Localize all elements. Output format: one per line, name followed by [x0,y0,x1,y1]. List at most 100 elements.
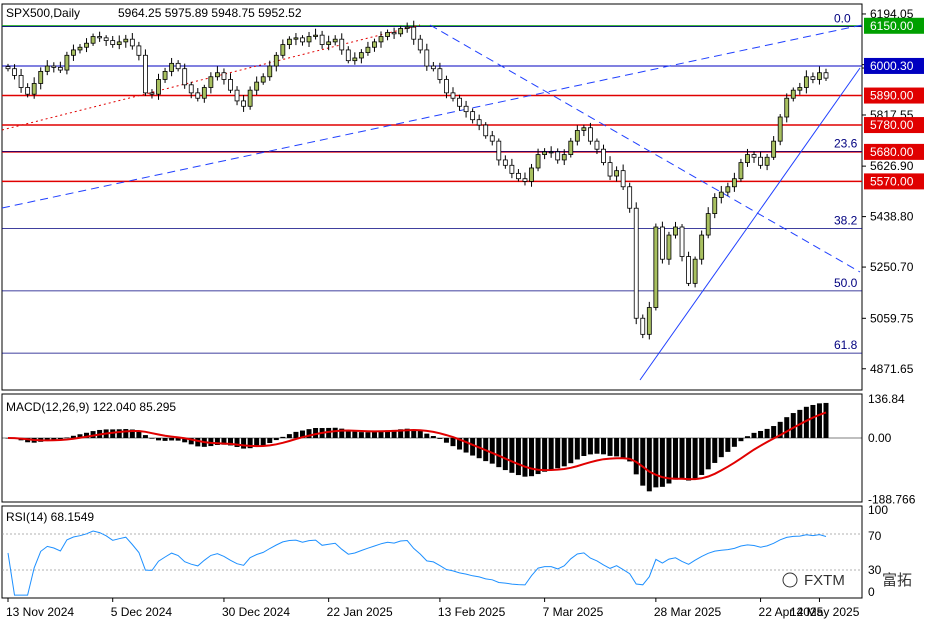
macd-bar [234,438,240,447]
candle-body [542,151,548,155]
macd-bar [404,428,410,438]
macd-bar [594,438,600,454]
macd-bar [385,430,391,438]
macd-label: MACD(12,26,9) 122.040 85.295 [6,400,176,414]
time-tick-label: 5 Dec 2024 [111,605,173,619]
candle-body [555,151,561,161]
descending-trend-line [429,24,861,273]
macd-bar [371,431,377,438]
candle-body [208,76,214,88]
rsi-tick-label: 30 [868,563,882,577]
candle-body [437,68,443,80]
candle-body [640,317,646,335]
macd-bar [430,436,436,438]
macd-bar [293,431,299,438]
macd-bar [273,438,279,441]
price-tick-label: 4871.65 [870,362,914,376]
candle-body [660,226,665,260]
candle-body [182,68,188,86]
candle-body [339,38,345,51]
macd-bar [790,413,796,438]
candle-body [705,213,711,236]
macd-bar [247,438,253,449]
candle-body [221,72,227,80]
macd-bar [221,438,227,445]
time-tick-label: 22 Apr 2025 [759,605,824,619]
candle-body [25,87,31,95]
candle-body [588,127,593,142]
candle-body [5,66,11,70]
ohlc-readout: 5964.25 5975.89 5948.75 5952.52 [118,6,302,20]
candle-body [300,37,305,43]
rsi-tick-label: 70 [868,529,882,543]
candle-body [123,38,129,43]
macd-bar [784,417,790,438]
macd-bar [548,438,554,470]
candle-body [614,170,619,177]
macd-bar [123,429,129,438]
macd-bar [509,438,515,473]
macd-bar [44,438,50,441]
candle-body [326,41,332,45]
candle-body [823,72,829,79]
candle-body [810,76,816,80]
candle-body [372,41,377,48]
level-label: 5570.00 [870,174,914,188]
macd-bar [129,429,135,438]
macd-bar [443,438,449,443]
macd-bar [214,438,220,445]
macd-bar [182,438,188,443]
macd-bar [306,429,312,438]
macd-bar [771,426,777,438]
macd-bar [162,438,168,441]
candle-body [725,186,731,193]
macd-bar [149,438,155,439]
candle-body [463,105,469,113]
fib-level-label: 23.6 [834,136,858,150]
candle-body [548,151,554,154]
candle-body [784,97,790,118]
fib-level-label: 0.0 [834,12,851,26]
candle-body [601,148,606,164]
candle-body [758,156,763,166]
fib-level-label: 50.0 [834,276,858,290]
ascending-support-line [639,67,861,381]
candle-body [607,162,613,177]
level-label: 6150.00 [870,19,914,33]
macd-bar [156,438,162,441]
macd-bar [70,435,76,438]
candle-body [411,26,417,40]
macd-bar [313,428,319,438]
macd-bar [620,438,626,459]
candle-body [234,89,240,102]
macd-bar [227,438,233,446]
brand-logo-icon [782,572,798,588]
macd-bar [568,438,574,464]
macd-bar [417,430,423,438]
candle-body [790,89,796,99]
candle-body [143,54,148,94]
macd-bar [607,438,613,456]
time-tick-label: 14 May 2025 [790,605,860,619]
candle-body [797,87,803,91]
macd-bar [731,438,737,447]
macd-bar [391,429,397,438]
level-label-box [864,143,924,160]
candle-body [306,36,312,43]
candle-body [594,140,600,150]
price-tick-label: 5626.90 [870,159,914,173]
candle-body [430,65,436,70]
macd-axis: 136.84 0.00 -188.766 [868,392,916,507]
candle-body [777,116,783,142]
macd-bar [339,428,345,438]
candle-body [745,154,750,164]
candle-body [352,57,358,62]
candle-body [149,92,155,95]
rsi-panel [1,505,863,599]
macd-bar [502,438,508,471]
time-tick-label: 7 Mar 2025 [543,605,604,619]
time-tick-label: 13 Nov 2024 [6,605,74,619]
candle-body [581,127,587,131]
level-label-box [864,87,924,104]
candle-body [175,62,181,70]
